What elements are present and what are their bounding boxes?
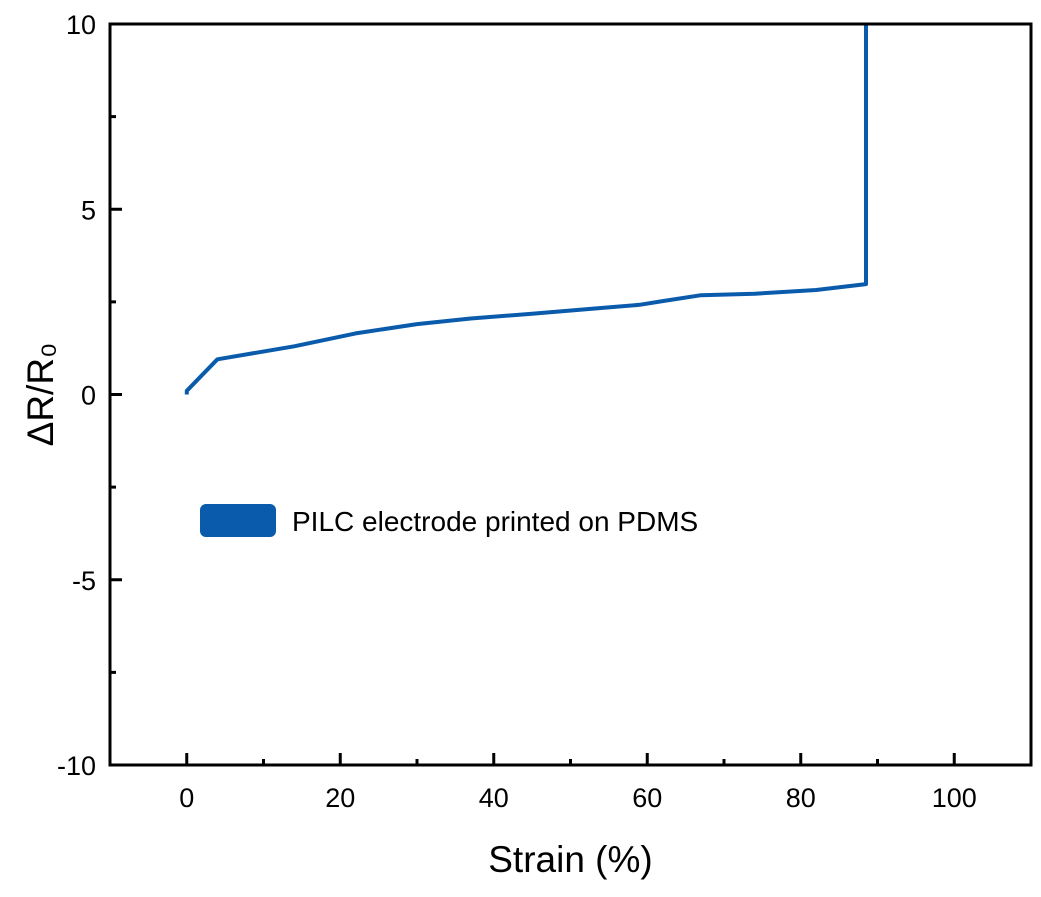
series-line-0 xyxy=(184,24,868,395)
plot-frame xyxy=(108,22,1033,767)
x-tick-label: 0 xyxy=(179,783,194,813)
legend-label: PILC electrode printed on PDMS xyxy=(292,506,698,537)
y-tick-label: -10 xyxy=(57,751,96,781)
y-tick-label: 10 xyxy=(66,10,96,40)
x-tick-label: 100 xyxy=(932,783,977,813)
legend: PILC electrode printed on PDMS xyxy=(200,504,698,537)
legend-swatch xyxy=(200,504,276,537)
x-tick-label: 40 xyxy=(479,783,509,813)
tick-labels: 0 20 40 60 80 100 -10 -5 0 5 10 xyxy=(57,10,977,813)
x-tick-label: 20 xyxy=(325,783,355,813)
x-tick-label: 80 xyxy=(786,783,816,813)
series-lines xyxy=(184,24,868,395)
y-axis-title: ΔR/R₀ xyxy=(20,343,61,447)
y-tick-label: 0 xyxy=(81,381,96,411)
y-tick-label: 5 xyxy=(81,195,96,225)
y-tick-label: -5 xyxy=(72,566,96,596)
x-axis-title: Strain (%) xyxy=(488,839,652,880)
x-tick-label: 60 xyxy=(632,783,662,813)
ticks xyxy=(110,22,956,767)
